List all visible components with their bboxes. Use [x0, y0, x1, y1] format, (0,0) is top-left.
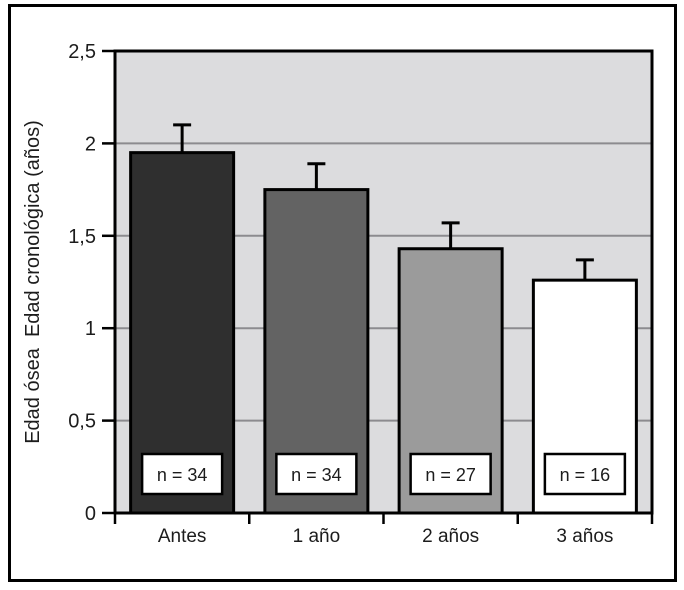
n-label: n = 34 — [291, 465, 342, 485]
x-tick-label: 3 años — [556, 526, 613, 547]
n-box — [543, 452, 627, 496]
x-tick-label: 2 años — [422, 526, 479, 547]
n-box — [140, 452, 224, 496]
n-box — [409, 452, 492, 496]
y-tick-label: 0,5 — [68, 411, 96, 433]
y-tick-label: 2 — [85, 133, 96, 155]
x-tick-label: 1 año — [293, 526, 341, 547]
y-tick-label: 0 — [85, 503, 96, 525]
n-label: n = 34 — [157, 465, 208, 485]
n-box — [275, 452, 358, 496]
x-tick-label: Antes — [158, 526, 207, 547]
y-tick-label: 1,5 — [68, 226, 96, 248]
figure-border — [8, 4, 677, 582]
n-label: n = 27 — [425, 465, 476, 485]
y-tick-label: 2,5 — [68, 41, 96, 63]
n-label: n = 16 — [560, 465, 611, 485]
y-tick-label: 1 — [85, 318, 96, 340]
